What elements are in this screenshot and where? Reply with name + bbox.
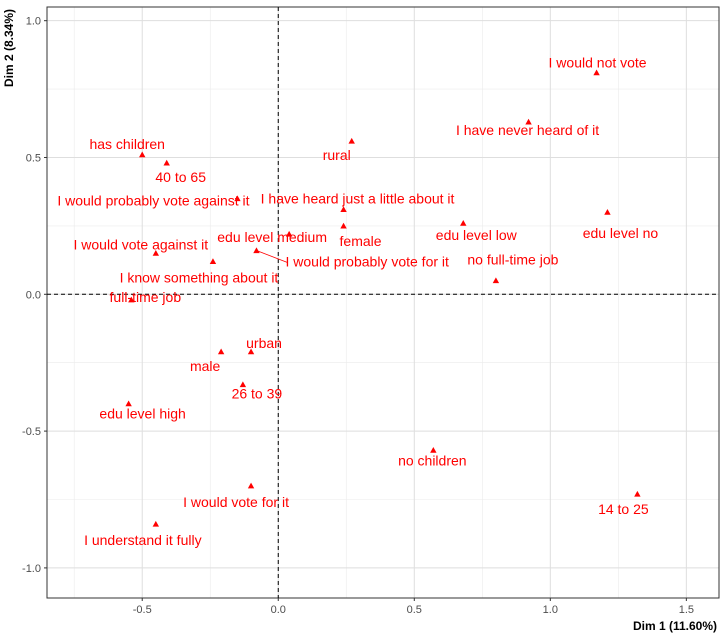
point-label: I would vote for it [183,494,289,510]
point-label: 26 to 39 [232,386,283,402]
data-point [125,400,132,407]
data-point [247,348,255,355]
point-label: I would not vote [549,55,647,71]
data-point [139,151,146,158]
data-point [152,250,160,256]
data-point [285,230,293,237]
data-point [209,258,217,265]
data-point [163,159,170,166]
point-label: 40 to 65 [155,169,206,185]
data-point [247,482,255,489]
point-label: full-time job [110,289,182,305]
label-connector [256,250,288,263]
point-labels: I would not vote I have never heard of it… [57,55,658,548]
data-point [593,69,600,76]
x-tick-label: 0.5 [407,604,422,616]
data-point [492,277,500,284]
data-point [525,118,532,125]
point-label: edu level high [99,406,185,422]
point-label: I would vote against it [74,236,209,252]
reference-lines [47,7,719,598]
data-point [217,348,225,355]
point-label: I have heard just a little about it [261,190,455,206]
data-points [125,69,641,527]
x-tick-label: 0.0 [271,604,286,616]
data-point [348,137,355,144]
data-point [234,195,241,202]
data-point [340,222,347,229]
y-axis-title: Dim 2 (8.34%) [2,9,16,87]
x-tick-label: -0.5 [133,604,152,616]
point-label: no full-time job [467,252,558,268]
point-label: I have never heard of it [456,122,599,138]
point-label: male [190,358,221,374]
data-point [128,296,135,303]
data-point [460,219,467,226]
point-label: no children [398,452,467,468]
point-label: has children [89,136,165,152]
point-label: I understand it fully [84,532,202,548]
data-point [604,209,611,215]
data-point [152,520,160,527]
point-label: I would probably vote against it [57,193,249,209]
y-tick-label: 0.5 [26,152,41,164]
panel-border [46,6,720,599]
x-tick-label: 1.0 [543,604,558,616]
y-tick-label: 0.0 [26,289,41,301]
data-point [253,247,260,254]
y-tick-label: -0.5 [22,426,41,438]
point-label: edu level low [436,227,518,243]
label-connectors [256,250,288,263]
point-label: edu level medium [217,229,327,245]
point-label: I would probably vote for it [285,254,449,270]
data-point [430,447,437,453]
point-label: urban [246,335,282,351]
axis-ticks: -0.5 0.0 0.5 1.0 1.5 -1.0 -0.5 0.0 0.5 1.0 [22,16,694,616]
point-label: 14 to 25 [598,501,649,517]
data-point [634,490,641,497]
point-label: I know something about it [120,269,279,285]
data-point [239,381,247,388]
y-tick-label: -1.0 [22,563,41,575]
point-label: edu level no [583,225,659,241]
point-label: female [340,233,382,249]
x-axis-title: Dim 1 (11.60%) [633,619,717,633]
data-point [340,206,347,213]
y-tick-label: 1.0 [26,16,41,28]
x-tick-label: 1.5 [679,604,694,616]
point-label: rural [323,147,351,163]
